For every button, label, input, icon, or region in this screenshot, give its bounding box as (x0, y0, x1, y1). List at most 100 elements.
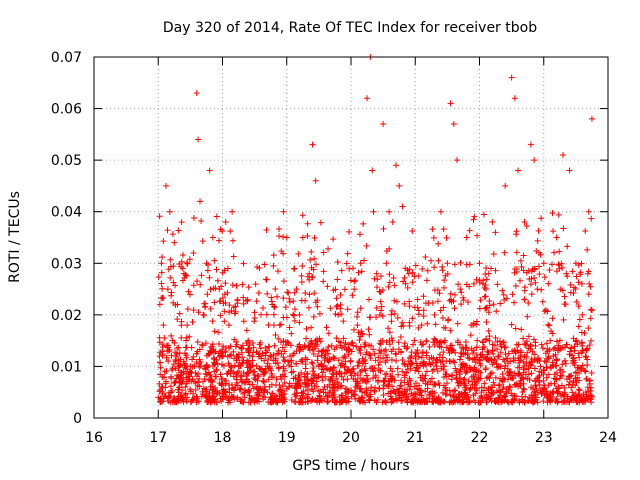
data-point (363, 387, 370, 394)
data-point (411, 304, 418, 311)
data-point (159, 285, 166, 292)
data-point (353, 343, 360, 350)
data-point (423, 368, 430, 375)
data-point (489, 219, 496, 226)
data-point (291, 289, 298, 296)
data-point (515, 167, 522, 174)
data-point (361, 343, 368, 350)
data-point (340, 396, 347, 403)
data-point (551, 249, 558, 256)
data-point (335, 311, 342, 318)
data-point (461, 380, 468, 387)
data-point (303, 393, 310, 400)
data-point (220, 300, 227, 307)
data-point (182, 391, 189, 398)
data-point (187, 291, 194, 298)
data-point (296, 311, 303, 318)
data-point (240, 260, 247, 267)
data-point (584, 270, 591, 277)
data-point (290, 375, 297, 382)
data-point (506, 383, 513, 390)
data-point (418, 322, 425, 329)
data-point (398, 323, 405, 330)
data-point (395, 339, 402, 346)
data-point (470, 392, 477, 399)
data-point (155, 273, 162, 280)
data-point (462, 350, 469, 357)
data-point (320, 249, 327, 256)
data-point (393, 298, 400, 305)
data-point (280, 295, 287, 302)
data-point (543, 364, 550, 371)
data-point (218, 375, 225, 382)
data-point (306, 343, 313, 350)
data-point (417, 362, 424, 369)
data-point (280, 354, 287, 361)
data-point (572, 286, 579, 293)
data-point (520, 358, 527, 365)
data-point (494, 346, 501, 353)
data-point (389, 219, 396, 226)
data-point (232, 371, 239, 378)
data-point (324, 399, 331, 406)
data-point (561, 293, 568, 300)
data-point (209, 363, 216, 370)
data-point (391, 297, 398, 304)
data-point (328, 342, 335, 349)
data-point (440, 349, 447, 356)
data-point (228, 381, 235, 388)
data-point (269, 372, 276, 379)
data-point (217, 371, 224, 378)
data-point (225, 360, 232, 367)
data-point (386, 245, 393, 252)
data-point (305, 304, 312, 311)
data-point (480, 354, 487, 361)
data-point (401, 361, 408, 368)
data-point (344, 388, 351, 395)
data-point (275, 350, 282, 357)
y-tick-label: 0.03 (51, 256, 82, 272)
data-point (323, 324, 330, 331)
data-point (570, 397, 577, 404)
data-point (520, 252, 527, 259)
data-point (560, 225, 567, 232)
data-point (382, 371, 389, 378)
data-point (291, 306, 298, 313)
data-point (441, 363, 448, 370)
data-point (204, 291, 211, 298)
data-point (502, 182, 509, 189)
data-point (270, 262, 277, 269)
data-point (495, 353, 502, 360)
data-point (163, 342, 170, 349)
data-point (441, 277, 448, 284)
data-point (427, 378, 434, 385)
data-point (218, 382, 225, 389)
data-point (196, 346, 203, 353)
data-point (197, 359, 204, 366)
data-point (553, 396, 560, 403)
data-point (380, 121, 387, 128)
data-point (434, 368, 441, 375)
data-point (386, 208, 393, 215)
data-point (212, 285, 219, 292)
data-point (586, 280, 593, 287)
data-point (158, 260, 165, 267)
data-point (338, 360, 345, 367)
data-point (230, 386, 237, 393)
data-point (340, 335, 347, 342)
data-point (527, 362, 534, 369)
data-point (221, 318, 228, 325)
data-point (340, 376, 347, 383)
data-point (456, 368, 463, 375)
data-point (536, 379, 543, 386)
data-point (375, 354, 382, 361)
data-point (489, 341, 496, 348)
data-point (457, 286, 464, 293)
data-point (392, 350, 399, 357)
data-point (248, 395, 255, 402)
data-point (581, 329, 588, 336)
data-point (414, 385, 421, 392)
data-point (175, 344, 182, 351)
data-point (588, 307, 595, 314)
